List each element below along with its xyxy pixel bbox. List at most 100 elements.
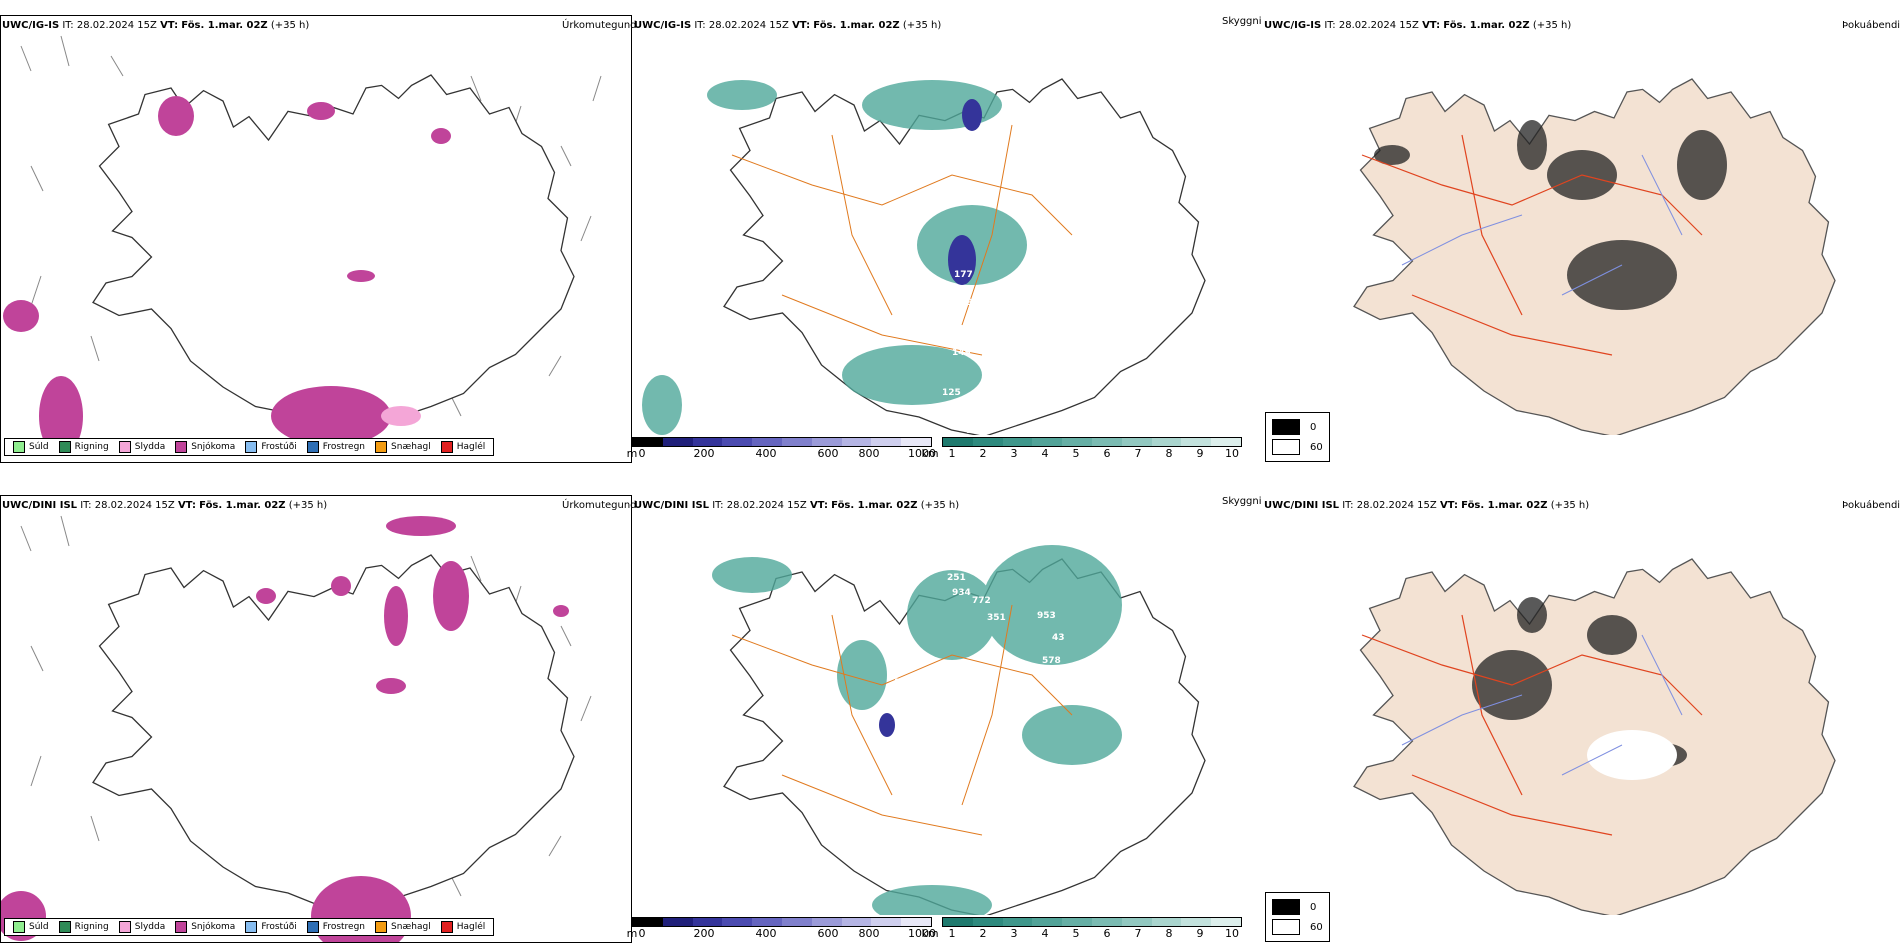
height-colorbar: m 0 200 400 600 800 1000	[627, 917, 936, 941]
colorbar-segment	[841, 438, 872, 446]
panel-type-title: Úrkomutegund	[562, 20, 637, 31]
colorbar-segment	[841, 918, 872, 926]
legend-item: Frostregn	[303, 921, 369, 933]
fog-legend-row1: 0 60	[1265, 412, 1330, 462]
vis-label: 746	[1042, 276, 1061, 286]
tick-label: 3	[1010, 927, 1018, 940]
legend-item: Snæhagl	[371, 441, 435, 453]
legend-swatch-frostudi	[245, 441, 258, 453]
km-colorbar-strip	[942, 917, 1242, 927]
colorbar-segment	[752, 918, 782, 926]
colorbar-segment	[1091, 438, 1122, 446]
legend-item: Frostregn	[303, 441, 369, 453]
colorbar-segment	[1091, 918, 1122, 926]
fog-legend-item: 0	[1272, 897, 1323, 917]
legend-item: Súld	[9, 921, 53, 933]
colorbar-segment	[1181, 438, 1212, 446]
colorbar-segment	[972, 438, 1003, 446]
legend-swatch-snjokoma	[175, 921, 188, 933]
legend-swatch-slydda	[118, 921, 131, 933]
tick-label: 4	[1041, 927, 1049, 940]
legend-swatch-frostregn	[306, 921, 319, 933]
km-unit: km	[921, 447, 939, 460]
vis-label: 159	[1012, 278, 1031, 288]
tick-label: 9	[1196, 927, 1204, 940]
fog-legend-item: 60	[1272, 437, 1323, 457]
tick-label: 1	[948, 927, 956, 940]
height-unit: m	[626, 927, 638, 940]
colorbar-segment	[1181, 918, 1212, 926]
tick-label: 400	[755, 447, 777, 460]
precip-map	[0, 495, 632, 943]
colorbar-segment	[752, 438, 782, 446]
fog-map	[1262, 515, 1892, 915]
tick-label: 7	[1134, 447, 1142, 460]
colorbar-segment	[1002, 438, 1033, 446]
colorbar-segment	[943, 918, 973, 926]
colorbar-segment	[722, 918, 753, 926]
vis-label: 270	[1092, 143, 1111, 153]
colorbar-segment	[1121, 438, 1152, 446]
precip-panel-row2: UWC/DINI ISL IT: 28.02.2024 15Z VT: Fös.…	[0, 480, 637, 950]
vis-label: 188	[894, 663, 913, 673]
colorbar-segment	[692, 438, 723, 446]
legend-swatch-rigning	[58, 441, 71, 453]
fog-panel-row1: UWC/IG-IS IT: 28.02.2024 15Z VT: Fös. 1.…	[1262, 0, 1900, 470]
precip-map	[0, 15, 632, 463]
tick-label: 1000	[908, 927, 936, 940]
vis-label: 773	[1112, 700, 1131, 710]
colorbar-segment	[1032, 438, 1063, 446]
colorbar-segment	[662, 438, 693, 446]
km-unit: km	[921, 927, 939, 940]
panel-header: UWC/IG-IS IT: 28.02.2024 15Z VT: Fös. 1.…	[2, 20, 310, 31]
colorbar-segment	[811, 918, 842, 926]
vis-label: 772	[972, 596, 991, 606]
vis-label: 179	[954, 298, 973, 308]
fog-swatch-black	[1272, 419, 1300, 435]
height-colorbar: m 0 200 400 600 800 1000	[627, 437, 936, 461]
panel-type-title: Skyggni	[1222, 16, 1262, 27]
km-colorbar: km 1 2 3 4 5 6 7 8 9 10	[921, 437, 1242, 461]
vis-label: 578	[1042, 656, 1061, 666]
panel-type-title: Úrkomutegund	[562, 500, 637, 511]
vis-label: 96	[966, 426, 979, 435]
colorbar-segment	[871, 918, 902, 926]
fog-swatch-black	[1272, 899, 1300, 915]
legend-swatch-slydda	[118, 441, 131, 453]
colorbar-segment	[901, 438, 931, 446]
km-colorbar: km 1 2 3 4 5 6 7 8 9 10	[921, 917, 1242, 941]
colorbar-segment	[871, 438, 902, 446]
legend-item: Snæhagl	[371, 921, 435, 933]
tick-label: 6	[1103, 447, 1111, 460]
colorbar-segment	[781, 438, 812, 446]
fog-swatch-white	[1272, 439, 1300, 455]
height-colorbar-strip	[632, 437, 932, 447]
precip-type-legend: Súld Rigning Slydda Snjókoma Frostúði Fr…	[4, 918, 495, 936]
colorbar-segment	[811, 438, 842, 446]
colorbar-segment	[722, 438, 753, 446]
panel-header: UWC/IG-IS IT: 28.02.2024 15Z VT: Fös. 1.…	[1264, 20, 1572, 31]
tick-label: 8	[1165, 927, 1173, 940]
legend-item: Haglél	[437, 921, 490, 933]
colorbar-segment	[1062, 918, 1092, 926]
tick-label: 0	[638, 927, 646, 940]
legend-item: Súld	[9, 441, 53, 453]
tick-label: 600	[817, 447, 839, 460]
colorbar-segment	[633, 438, 663, 446]
km-colorbar-strip	[942, 437, 1242, 447]
legend-item: Rigning	[55, 441, 113, 453]
tick-label: 400	[755, 927, 777, 940]
legend-item: Snjókoma	[171, 921, 239, 933]
colorbar-segment	[692, 918, 723, 926]
panel-header: UWC/DINI ISL IT: 28.02.2024 15Z VT: Fös.…	[2, 500, 328, 511]
colorbar-segment	[662, 918, 693, 926]
vis-label: 43	[1052, 633, 1065, 643]
vis-label: 317	[1072, 158, 1091, 168]
visibility-panel-row2: UWC/DINI ISL IT: 28.02.2024 15Z VT: Fös.…	[627, 480, 1262, 950]
vis-label: 351	[987, 613, 1006, 623]
vis-label: 282	[952, 683, 971, 693]
fog-legend-item: 0	[1272, 417, 1323, 437]
tick-label: 10	[1225, 447, 1239, 460]
visibility-map: 251 934 772 351 953 43 578 188 188 127 2…	[632, 515, 1262, 915]
colorbar-segment	[1151, 918, 1182, 926]
